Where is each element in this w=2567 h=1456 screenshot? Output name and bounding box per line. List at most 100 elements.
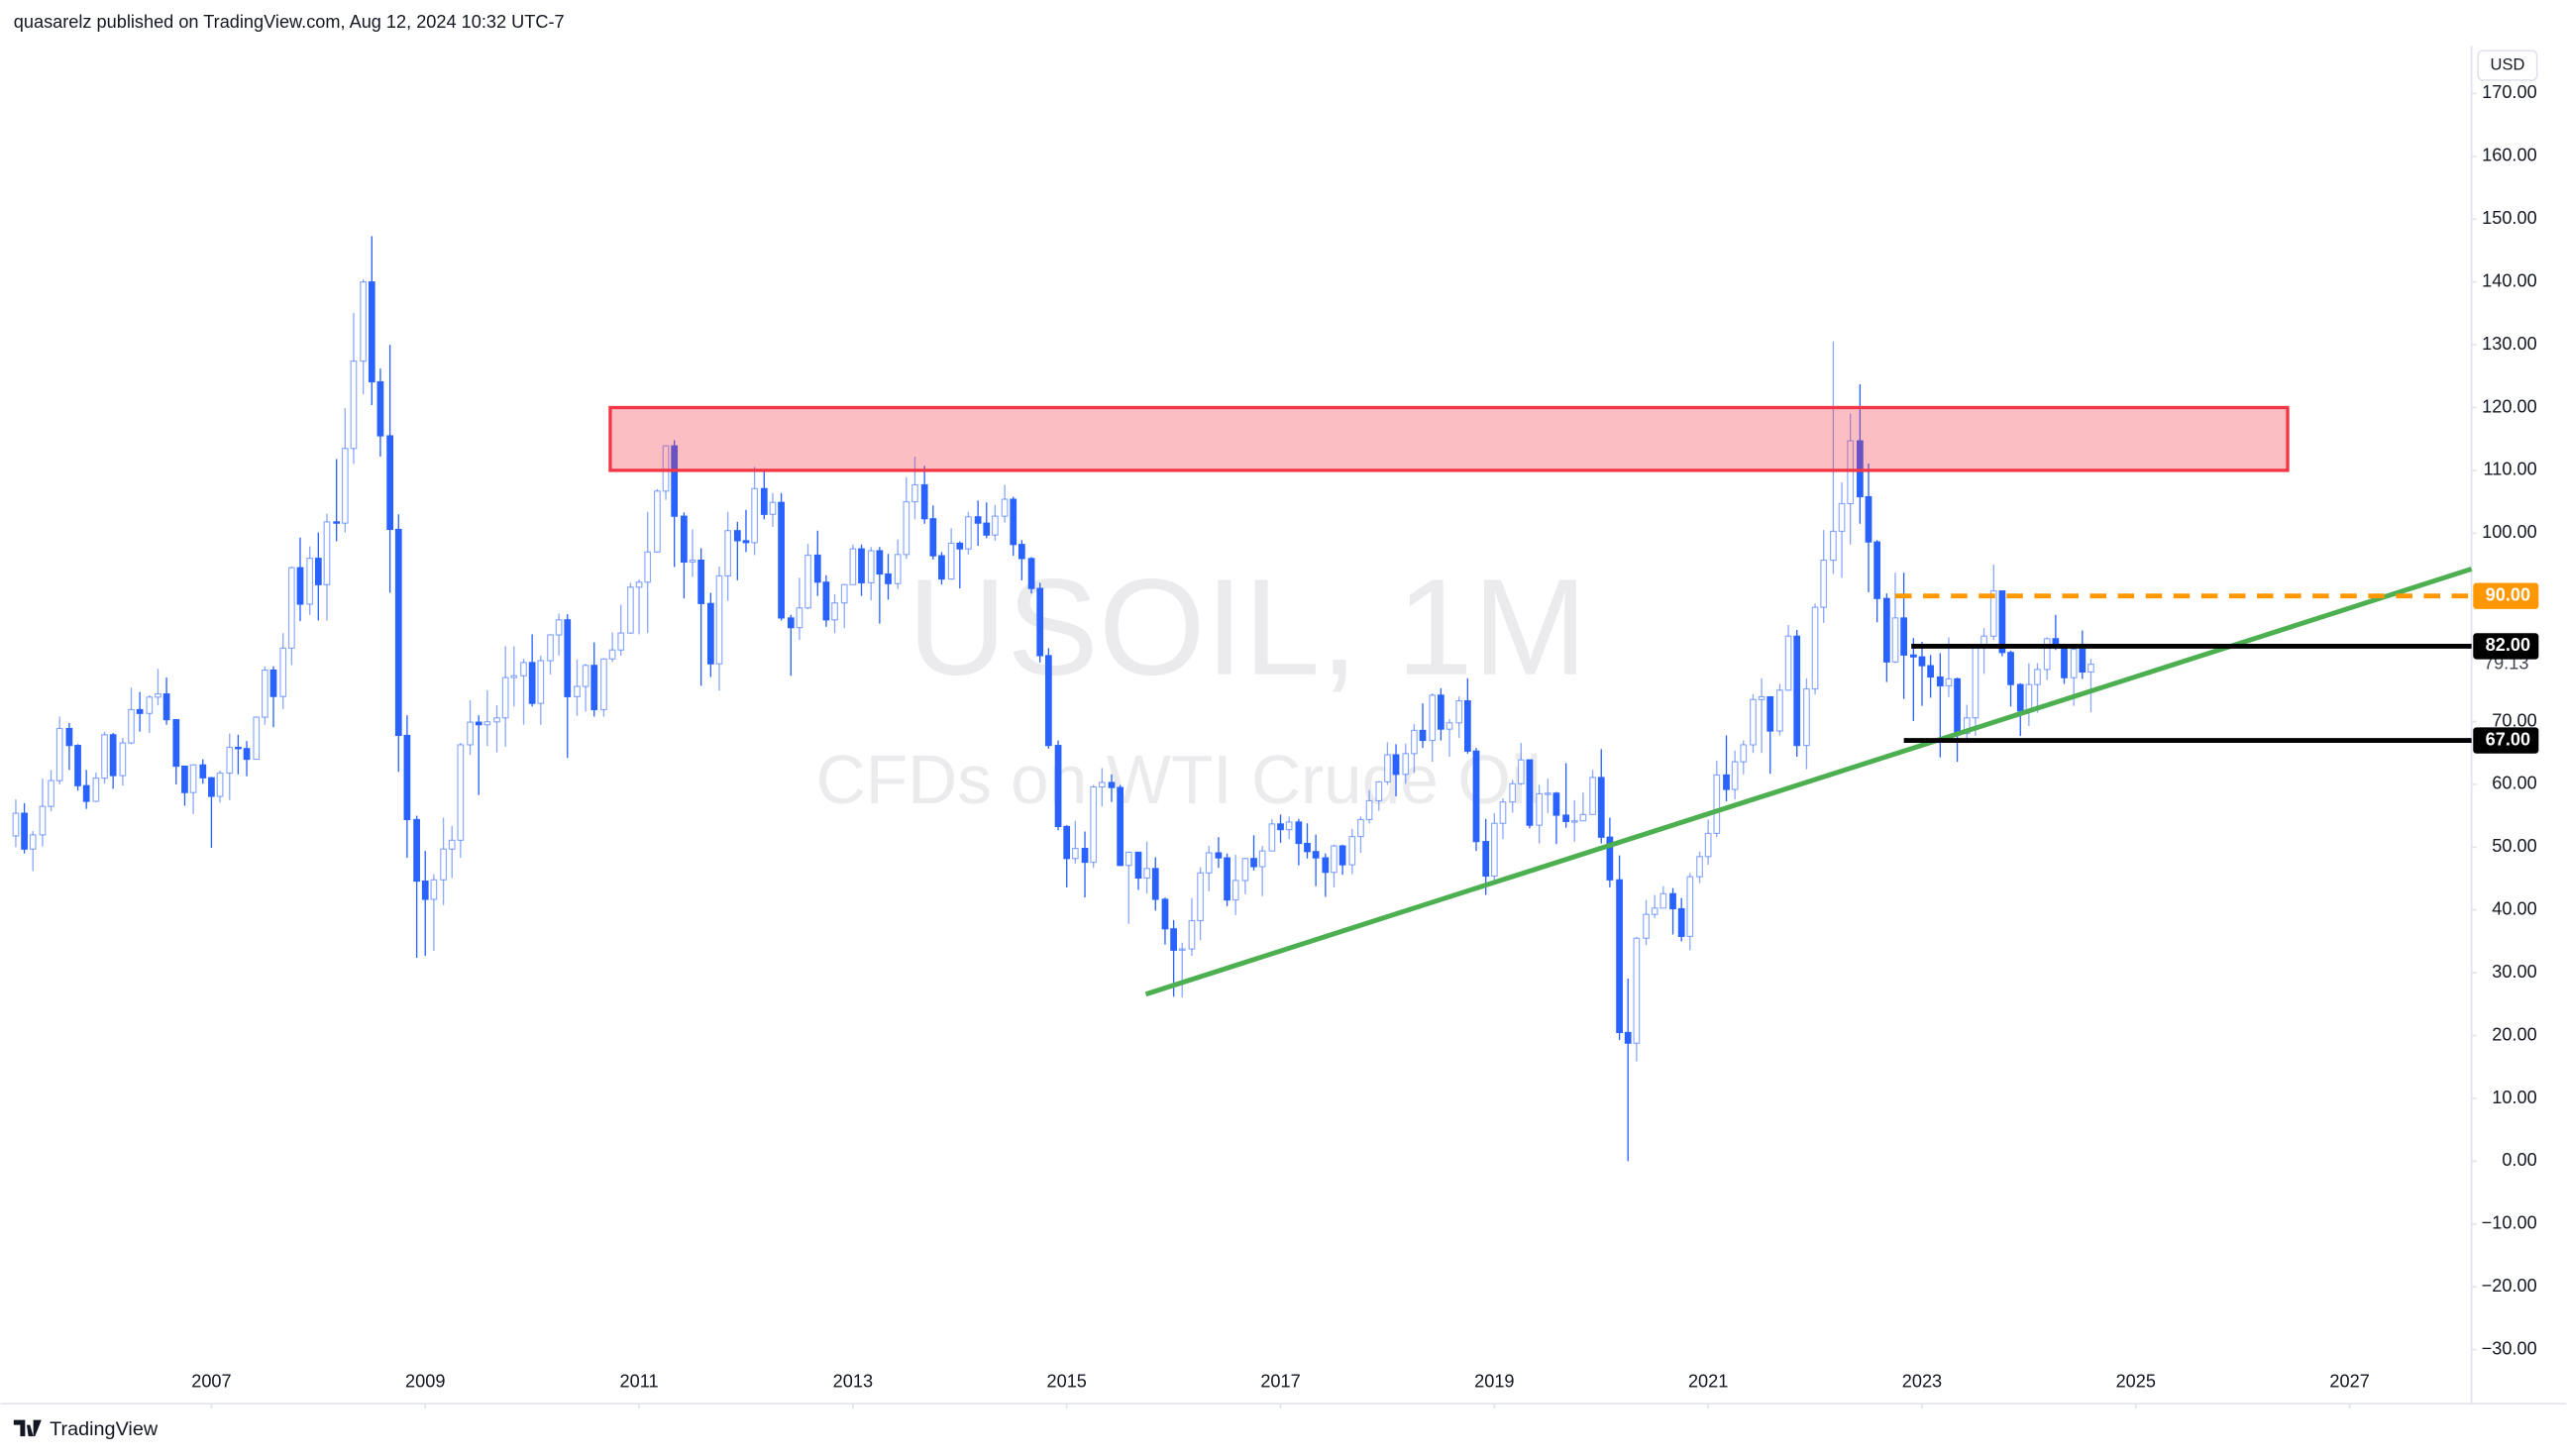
candle-body (1597, 777, 1605, 838)
candle-body (501, 676, 509, 719)
candle-body (1258, 850, 1266, 868)
candle-body (1882, 597, 1890, 663)
candle-body (1044, 655, 1052, 747)
candle-body (109, 734, 117, 777)
candle-body (2043, 638, 2051, 671)
candle-body (1830, 530, 1837, 562)
candle-body (1873, 541, 1881, 599)
candle-body (1838, 502, 1846, 532)
candle-body (1357, 818, 1364, 838)
candle-body (1375, 780, 1383, 801)
candle-body (1811, 606, 1819, 690)
candle-body (1945, 677, 1953, 686)
candle-body (208, 777, 215, 797)
candle-body (564, 619, 572, 697)
y-tick-label: 30.00 (2492, 962, 2536, 982)
candle-body (1616, 879, 1623, 1033)
candle-body (555, 619, 563, 636)
currency: USD (2491, 55, 2525, 73)
candle-body (1463, 700, 1471, 752)
candle-body (1027, 558, 1035, 589)
candle-body (876, 550, 884, 575)
candle-body (600, 658, 607, 711)
header: quasarelz published on TradingView.com, … (14, 12, 565, 32)
candle-body (360, 281, 368, 363)
level-label: 67.00 (2486, 729, 2530, 749)
candle-body (974, 516, 982, 524)
x-tick-label: 2015 (1047, 1371, 1087, 1391)
candle-body (520, 662, 527, 676)
candle-body (1758, 695, 1765, 700)
candle-body (582, 665, 589, 687)
level-label-bg (2473, 727, 2539, 754)
candle-body (1847, 440, 1855, 505)
candle-body (421, 881, 429, 900)
candle-body (1927, 665, 1934, 678)
level-label: 82.00 (2486, 635, 2530, 655)
y-tick-label: 50.00 (2492, 836, 2536, 856)
candle-body (1704, 832, 1712, 858)
candle-body (2007, 652, 2014, 685)
candle-body (1304, 842, 1311, 853)
candle-body (644, 551, 652, 583)
candle-body (368, 281, 375, 383)
footer: TradingView (50, 1418, 159, 1440)
watermark: USOIL, 1M CFDs on WTI Crude Oil (816, 551, 1588, 818)
candle-body (1419, 729, 1427, 742)
y-tick-label: 20.00 (2492, 1024, 2536, 1044)
candle-body (1170, 928, 1177, 951)
y-tick-label: 140.00 (2482, 270, 2537, 290)
candle-body (1499, 801, 1507, 824)
candle-body (1312, 851, 1320, 859)
candle-body (1224, 857, 1230, 901)
currency-box[interactable] (2477, 50, 2538, 81)
level-label-bg (2473, 582, 2539, 609)
y-tick-label: 60.00 (2492, 774, 2536, 793)
candle-body (162, 693, 170, 721)
candle-body (1178, 948, 1186, 951)
candle-body (635, 581, 643, 588)
candle-body (403, 734, 411, 821)
candle-body (457, 744, 465, 841)
candle-body (1766, 695, 1774, 732)
y-tick-label: 120.00 (2482, 396, 2537, 416)
candle-body (1063, 825, 1071, 860)
candle-body (1936, 676, 1944, 686)
candle-body (1384, 754, 1391, 782)
candle-body (528, 662, 536, 704)
candle-body (306, 558, 314, 605)
candle-body (671, 445, 679, 517)
candle-body (903, 501, 910, 556)
candle-body (1124, 851, 1132, 867)
candle-body (547, 634, 554, 662)
candle-body (751, 487, 758, 544)
candle-body (1143, 868, 1150, 879)
y-tick-label: 10.00 (2492, 1088, 2536, 1107)
candle-body (1963, 717, 1971, 735)
candle-body (1071, 848, 1079, 860)
candle-body (885, 572, 892, 584)
candle-body (840, 583, 848, 604)
candle-body (1918, 656, 1926, 667)
candle-body (929, 518, 937, 557)
candle-body (1331, 845, 1337, 874)
candle-body (956, 542, 964, 550)
candle-body (1445, 722, 1453, 730)
candle-body (413, 818, 420, 883)
candle-body (1001, 498, 1009, 517)
candle-body (1482, 841, 1490, 878)
candle-body (48, 780, 54, 807)
candle-body (65, 727, 73, 747)
candle-body (724, 530, 731, 576)
candle-body (448, 839, 456, 850)
candle-body (697, 559, 705, 604)
candle-body (733, 530, 741, 542)
candle-body (243, 748, 251, 761)
candle-body (1010, 498, 1017, 546)
candle-body (1696, 856, 1703, 878)
candle-body (947, 542, 955, 580)
candle-body (1472, 750, 1480, 843)
candle-body (1392, 754, 1400, 776)
candle-body (983, 522, 991, 536)
candle-body (1188, 919, 1196, 950)
